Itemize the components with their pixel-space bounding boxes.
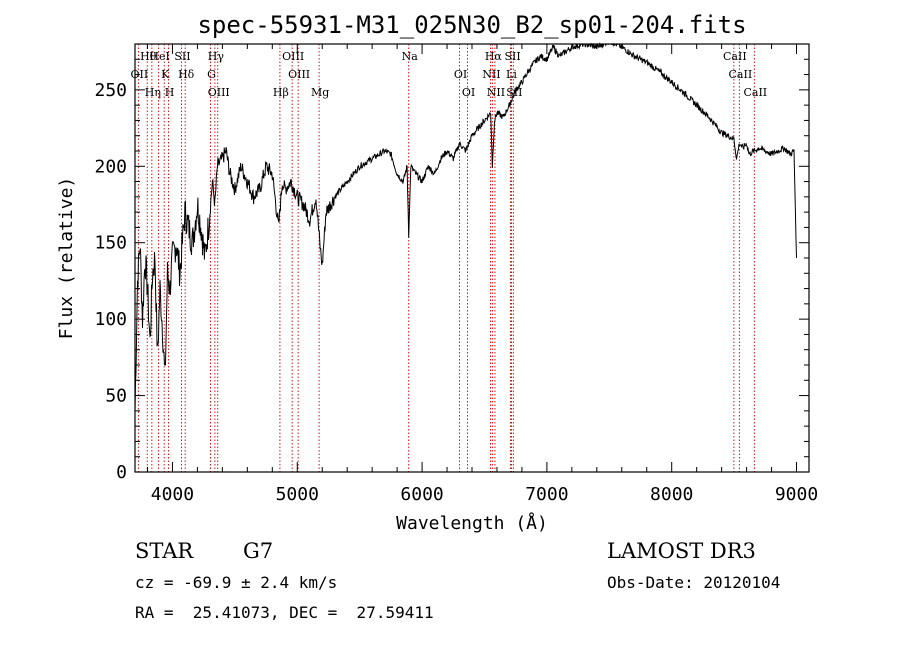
line-label: OI	[462, 86, 475, 99]
y-tick-label: 0	[116, 462, 127, 483]
plot-frame	[134, 43, 810, 473]
line-label: H	[165, 86, 175, 99]
chart-title: spec-55931-M31_025N30_B2_sp01-204.fits	[197, 11, 746, 39]
line-label: HeI	[149, 50, 169, 63]
line-label: Hβ	[273, 86, 289, 99]
y-tick-label: 100	[94, 309, 127, 330]
line-label: Na	[402, 50, 419, 63]
line-label: SII	[174, 50, 190, 63]
line-label: G	[207, 68, 216, 81]
line-label: OIII	[208, 86, 230, 99]
line-label: Mg	[311, 86, 329, 99]
x-axis-label: Wavelength (Å)	[396, 512, 548, 534]
redshift-readout: cz = -69.9 ± 2.4 km/s	[135, 573, 338, 592]
emission-line-markers	[137, 44, 755, 472]
line-label: CaII	[729, 68, 753, 81]
line-label: Hη	[145, 86, 161, 99]
y-axis-label: Flux (relative)	[56, 177, 77, 340]
line-label: OI	[454, 68, 467, 81]
line-label: Hδ	[178, 68, 195, 81]
x-tick-label: 5000	[276, 484, 319, 505]
x-tick-label: 4000	[151, 484, 194, 505]
y-tick-label: 150	[94, 233, 127, 254]
survey-name: LAMOST DR3	[607, 539, 756, 563]
x-tick-label: 9000	[775, 484, 818, 505]
emission-line-labels: HθOIIHηHeIKHSIIHδOIIIHγGHβOIIIOIIIMgNaOI…	[131, 50, 768, 99]
object-subclass: G7	[243, 539, 274, 563]
line-label: Hα	[485, 50, 503, 63]
x-axis-ticks: 4000 5000 6000 7000 8000 9000	[146, 44, 818, 505]
line-label: NII	[482, 68, 500, 81]
x-tick-label: 6000	[400, 484, 443, 505]
y-tick-label: 250	[94, 80, 127, 101]
x-tick-label: 8000	[650, 484, 693, 505]
line-label: CaII	[743, 86, 767, 99]
line-label: NII	[487, 86, 505, 99]
observation-date: Obs-Date: 20120104	[607, 573, 781, 592]
x-tick-label: 7000	[525, 484, 568, 505]
line-label: CaII	[723, 50, 747, 63]
line-label: K	[161, 68, 170, 81]
spectrum-line	[134, 42, 797, 412]
coordinates-readout: RA = 25.41073, DEC = 27.59411	[135, 603, 434, 622]
y-tick-label: 200	[94, 156, 127, 177]
line-label: OIII	[282, 50, 304, 63]
line-label: Li	[506, 68, 517, 81]
y-tick-label: 50	[105, 386, 127, 407]
line-label: Hθ	[140, 50, 157, 63]
line-label: OIII	[288, 68, 310, 81]
line-label: Hγ	[208, 50, 225, 63]
object-class: STAR	[135, 539, 194, 563]
line-label: SII	[504, 50, 520, 63]
y-axis-ticks: 0 50 100 150 200 250	[94, 43, 809, 483]
